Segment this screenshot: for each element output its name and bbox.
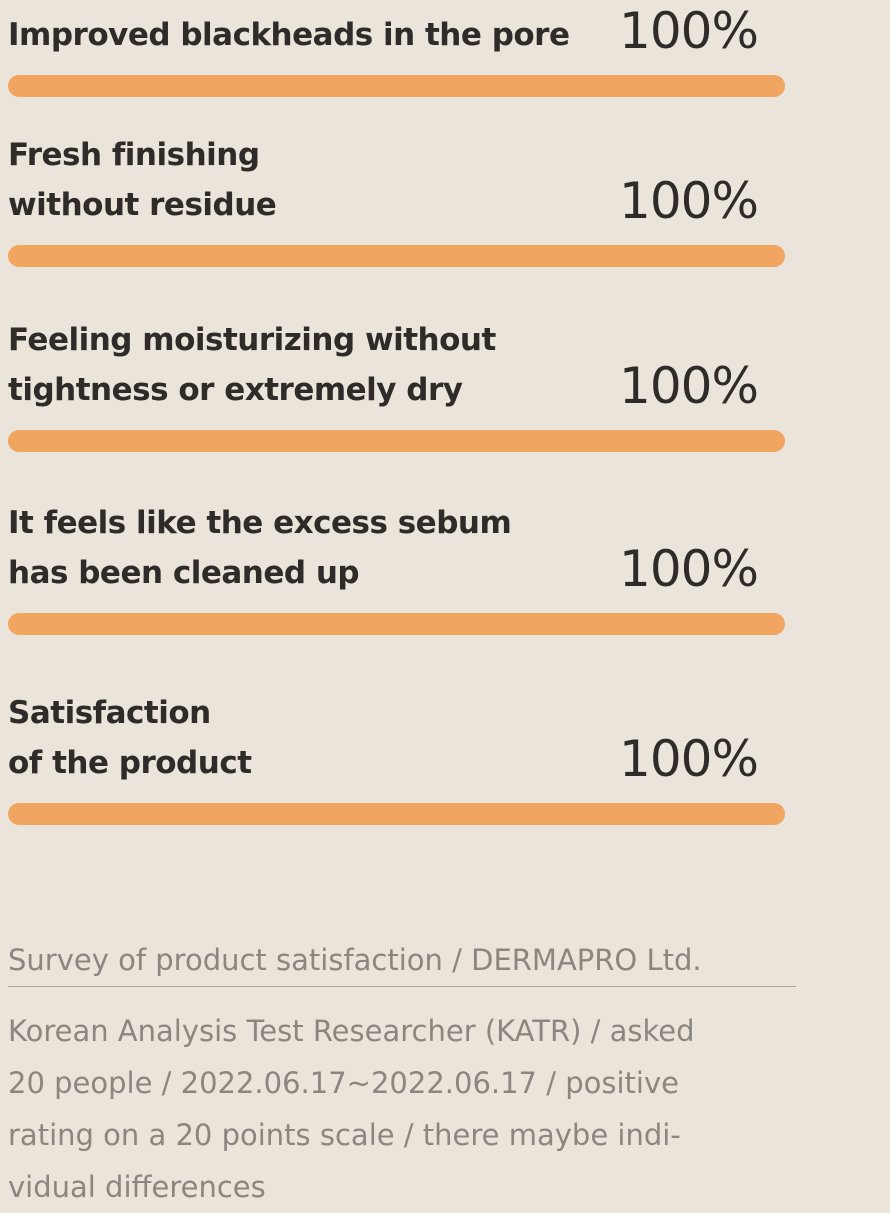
item-label: It feels like the excess sebum has been … [8, 505, 512, 591]
item-label: Fresh finishing without residue [8, 137, 277, 223]
value-label: 100% [619, 172, 759, 230]
value-label: 100% [619, 357, 759, 415]
bar [8, 430, 785, 452]
bar [8, 75, 785, 97]
bar [8, 613, 785, 635]
bar [8, 245, 785, 267]
bar [8, 803, 785, 825]
note: Korean Analysis Test Researcher (KATR) /… [8, 1014, 695, 1204]
item-label: Feeling moisturizing without tightness o… [8, 322, 496, 408]
item-label: Improved blackheads in the pore [8, 17, 570, 53]
item-label: Satisfaction of the product [8, 695, 252, 781]
source: Survey of product satisfaction / DERMAPR… [8, 943, 702, 977]
divider [8, 986, 796, 987]
value-label: 100% [619, 2, 759, 60]
value-label: 100% [619, 730, 759, 788]
value-label: 100% [619, 540, 759, 598]
